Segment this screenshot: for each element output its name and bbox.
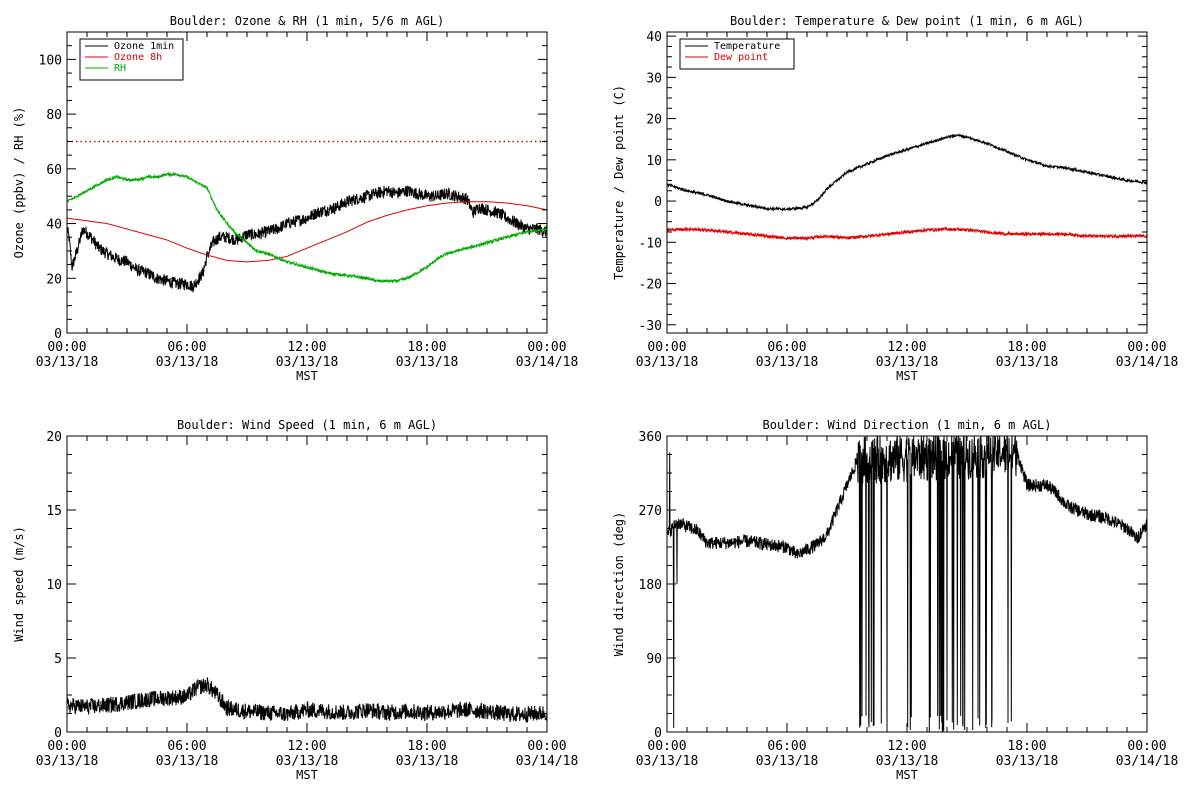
y-tick-label: -10 bbox=[639, 236, 662, 251]
x-tick-date-label: 03/13/18 bbox=[636, 754, 699, 769]
y-tick-label: 180 bbox=[639, 578, 662, 593]
x-tick-date-label: 03/13/18 bbox=[156, 754, 219, 769]
y-tick-label: 10 bbox=[46, 578, 62, 593]
series-line-2 bbox=[67, 201, 547, 263]
x-tick-date-label: 03/13/18 bbox=[276, 754, 339, 769]
x-tick-time-label: 18:00 bbox=[407, 739, 446, 754]
y-tick-label: -20 bbox=[639, 278, 662, 293]
plot-frame bbox=[66, 435, 548, 733]
y-tick-label: 80 bbox=[46, 108, 62, 123]
x-tick-time-label: 12:00 bbox=[287, 739, 326, 754]
y-tick-label: 0 bbox=[54, 726, 62, 741]
x-tick-date-label: 03/14/18 bbox=[1116, 754, 1179, 769]
x-tick-time-label: 00:00 bbox=[47, 340, 86, 355]
x-tick-time-label: 06:00 bbox=[767, 340, 806, 355]
x-tick-date-label: 03/14/18 bbox=[516, 355, 579, 370]
x-axis-label: MST bbox=[296, 768, 318, 782]
x-axis-label: MST bbox=[296, 369, 318, 383]
x-tick-date-label: 03/13/18 bbox=[636, 355, 699, 370]
y-tick-label: 40 bbox=[46, 218, 62, 233]
x-tick-date-label: 03/13/18 bbox=[156, 355, 219, 370]
y-tick-label: 20 bbox=[46, 272, 62, 287]
y-tick-label: 90 bbox=[646, 652, 662, 667]
x-tick-date-label: 03/13/18 bbox=[996, 754, 1059, 769]
x-tick-time-label: 00:00 bbox=[1127, 739, 1166, 754]
y-tick-label: 360 bbox=[639, 430, 662, 445]
x-tick-date-label: 03/13/18 bbox=[276, 355, 339, 370]
x-tick-time-label: 00:00 bbox=[647, 739, 686, 754]
x-tick-time-label: 18:00 bbox=[407, 340, 446, 355]
legend-box bbox=[679, 38, 795, 70]
x-tick-date-label: 03/13/18 bbox=[756, 355, 819, 370]
x-axis-label: MST bbox=[896, 369, 918, 383]
y-tick-label: 100 bbox=[39, 53, 62, 68]
x-tick-time-label: 00:00 bbox=[1127, 340, 1166, 355]
series-line-1 bbox=[67, 677, 547, 723]
y-tick-label: 0 bbox=[654, 195, 662, 210]
chart-panel-2: Boulder: Temperature & Dew point (1 min,… bbox=[612, 14, 1178, 383]
y-tick-label: 10 bbox=[646, 154, 662, 169]
x-axis-label: MST bbox=[896, 768, 918, 782]
y-axis-label: Ozone (ppbv) / RH (%) bbox=[12, 107, 26, 259]
legend-entry: RH bbox=[114, 63, 126, 74]
x-tick-date-label: 03/13/18 bbox=[396, 754, 459, 769]
x-tick-date-label: 03/13/18 bbox=[36, 754, 99, 769]
y-tick-label: 0 bbox=[654, 726, 662, 741]
chart-title: Boulder: Wind Direction (1 min, 6 m AGL) bbox=[763, 418, 1052, 432]
x-tick-time-label: 00:00 bbox=[527, 739, 566, 754]
x-tick-date-label: 03/14/18 bbox=[1116, 355, 1179, 370]
x-tick-time-label: 06:00 bbox=[167, 739, 206, 754]
y-tick-label: 20 bbox=[46, 430, 62, 445]
y-tick-label: 5 bbox=[54, 652, 62, 667]
x-tick-date-label: 03/13/18 bbox=[876, 754, 939, 769]
y-tick-label: 30 bbox=[646, 71, 662, 86]
y-tick-label: 0 bbox=[54, 327, 62, 342]
x-tick-time-label: 00:00 bbox=[647, 340, 686, 355]
y-tick-label: 15 bbox=[46, 504, 62, 519]
x-tick-time-label: 18:00 bbox=[1007, 340, 1046, 355]
series-line-1 bbox=[667, 436, 1147, 732]
legend-entry: Ozone 1min bbox=[114, 41, 174, 52]
x-tick-time-label: 06:00 bbox=[167, 340, 206, 355]
x-tick-time-label: 12:00 bbox=[287, 340, 326, 355]
y-tick-label: 40 bbox=[646, 30, 662, 45]
x-tick-time-label: 18:00 bbox=[1007, 739, 1046, 754]
x-tick-time-label: 00:00 bbox=[527, 340, 566, 355]
x-tick-date-label: 03/13/18 bbox=[876, 355, 939, 370]
legend-entry: Ozone 8h bbox=[114, 52, 162, 63]
y-tick-label: 20 bbox=[646, 113, 662, 128]
x-tick-time-label: 12:00 bbox=[887, 739, 926, 754]
chart-title: Boulder: Ozone & RH (1 min, 5/6 m AGL) bbox=[170, 14, 445, 28]
y-tick-label: -30 bbox=[639, 319, 662, 334]
x-tick-date-label: 03/14/18 bbox=[516, 754, 579, 769]
plot-frame bbox=[666, 31, 1148, 334]
x-tick-date-label: 03/13/18 bbox=[36, 355, 99, 370]
series-line-1 bbox=[67, 185, 547, 293]
x-tick-time-label: 00:00 bbox=[47, 739, 86, 754]
legend-entry: Temperature bbox=[714, 41, 780, 52]
chart-title: Boulder: Wind Speed (1 min, 6 m AGL) bbox=[177, 418, 437, 432]
y-tick-label: 270 bbox=[639, 504, 662, 519]
y-tick-label: 60 bbox=[46, 163, 62, 178]
y-axis-label: Wind direction (deg) bbox=[612, 512, 626, 657]
x-tick-time-label: 12:00 bbox=[887, 340, 926, 355]
chart-panel-4: Boulder: Wind Direction (1 min, 6 m AGL)… bbox=[612, 418, 1178, 782]
x-tick-date-label: 03/13/18 bbox=[996, 355, 1059, 370]
series-line-3 bbox=[67, 171, 547, 285]
legend-entry: Dew point bbox=[714, 52, 768, 63]
series-line-1 bbox=[667, 133, 1147, 212]
x-tick-date-label: 03/13/18 bbox=[396, 355, 459, 370]
y-axis-label: Temperature / Dew point (C) bbox=[612, 85, 626, 280]
chart-panel-3: Boulder: Wind Speed (1 min, 6 m AGL) 0 5 10… bbox=[12, 418, 578, 782]
x-tick-time-label: 06:00 bbox=[767, 739, 806, 754]
series-line-2 bbox=[667, 225, 1147, 242]
x-tick-date-label: 03/13/18 bbox=[756, 754, 819, 769]
chart-panel-1: Boulder: Ozone & RH (1 min, 5/6 m AGL) 0 2… bbox=[12, 14, 578, 383]
chart-title: Boulder: Temperature & Dew point (1 min,… bbox=[730, 14, 1084, 28]
y-axis-label: Wind speed (m/s) bbox=[12, 526, 26, 642]
